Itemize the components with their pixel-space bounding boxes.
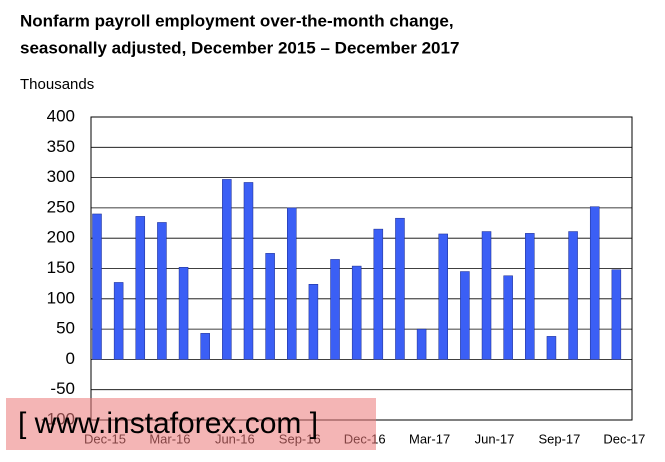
bar	[222, 179, 232, 360]
bar	[351, 265, 362, 360]
bar	[330, 259, 340, 360]
y-tick-label: 300	[47, 167, 75, 186]
y-tick-label: 0	[66, 349, 75, 368]
bar	[546, 336, 557, 360]
y-tick-label: 200	[47, 228, 75, 247]
y-tick-label: 150	[47, 258, 75, 277]
bar	[200, 333, 210, 360]
watermark-box	[6, 398, 376, 450]
bar	[460, 271, 470, 360]
bar	[481, 231, 492, 360]
x-tick-label: Dec-17	[603, 431, 645, 446]
chart-title: seasonally adjusted, December 2015 – Dec…	[20, 38, 459, 57]
bar	[178, 267, 189, 360]
bar	[113, 282, 124, 360]
bar	[135, 216, 146, 360]
x-tick-label: Mar-17	[409, 431, 450, 446]
bar	[589, 206, 600, 360]
y-axis-label: Thousands	[20, 76, 94, 93]
bar	[308, 284, 319, 360]
bar	[287, 207, 297, 360]
y-tick-label: 50	[56, 319, 75, 338]
y-tick-label: 400	[47, 106, 75, 125]
bar	[438, 233, 448, 360]
bar	[373, 228, 384, 360]
x-tick-label: Sep-17	[538, 431, 580, 446]
y-tick-label: 100	[47, 288, 75, 307]
bar	[525, 233, 535, 360]
y-tick-label: -50	[50, 379, 75, 398]
x-tick-label: Jun-17	[475, 431, 515, 446]
bar	[611, 269, 622, 360]
bar	[157, 222, 167, 360]
bar	[416, 328, 427, 360]
bar	[568, 231, 578, 360]
bar	[503, 275, 513, 360]
chart-title: Nonfarm payroll employment over-the-mont…	[20, 11, 454, 30]
y-tick-label: 250	[47, 197, 75, 216]
bar	[92, 213, 102, 360]
bar	[243, 182, 254, 360]
y-tick-label: 350	[47, 137, 75, 156]
watermark: [ www.instaforex.com ]	[18, 407, 318, 440]
bar	[265, 253, 275, 360]
bar	[395, 217, 405, 360]
